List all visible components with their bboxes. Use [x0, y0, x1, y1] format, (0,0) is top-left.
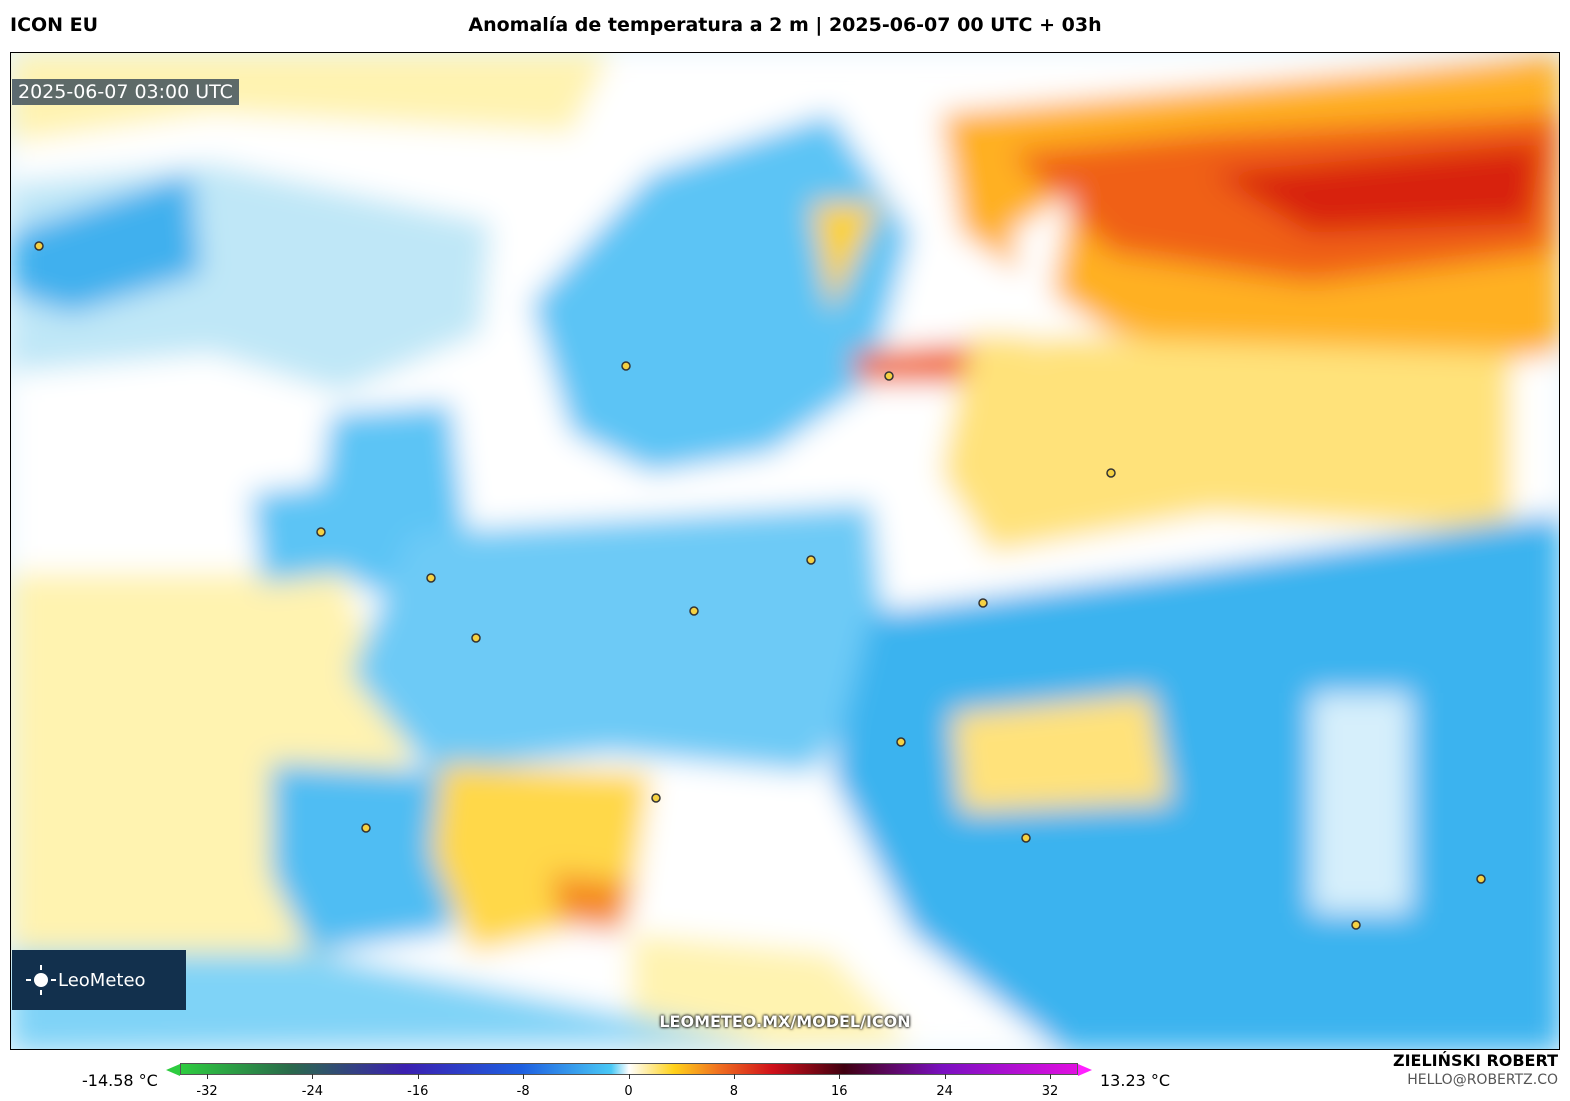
map-title: Anomalía de temperatura a 2 m | 2025-06-… [468, 14, 1102, 36]
email: HELLO@ROBERTZ.CO [1407, 1072, 1558, 1088]
model-name: ICON EU [10, 14, 99, 36]
city-markers [34, 241, 1486, 930]
tick-mark [944, 1074, 946, 1079]
tick-label: 24 [936, 1084, 953, 1099]
tick-label: -24 [301, 1084, 323, 1099]
tick-mark [839, 1074, 841, 1079]
map-canvas [11, 53, 1559, 1049]
tick-label: 0 [624, 1084, 633, 1099]
tick-mark [733, 1074, 735, 1079]
author: ZIELIŃSKI ROBERT [1392, 1051, 1558, 1070]
tick-mark [523, 1074, 525, 1079]
tick-label: 16 [830, 1084, 848, 1099]
tick-mark [417, 1074, 419, 1079]
tick-label: -32 [196, 1084, 218, 1099]
logo: LeoMeteo [12, 950, 186, 1010]
tick-mark [1050, 1074, 1051, 1079]
tick-label: 8 [729, 1084, 739, 1099]
tick-mark [628, 1074, 630, 1079]
map [10, 52, 1560, 1050]
tick-label: -8 [516, 1084, 530, 1099]
tick-mark [312, 1074, 314, 1079]
watermark: LEOMETEO.MX/MODEL/ICON [659, 1012, 911, 1031]
tick-mark [207, 1074, 208, 1079]
colorbar-tip [1078, 1064, 1092, 1076]
max-value: 13.23 °C [1100, 1071, 1171, 1090]
logo-text: LeoMeteo [58, 969, 146, 991]
min-value: -14.58 °C [82, 1071, 158, 1090]
logo-sun [26, 965, 56, 995]
tick-label: 32 [1041, 1084, 1059, 1099]
tick-label: -16 [407, 1084, 429, 1099]
timestamp: 2025-06-07 03:00 UTC [12, 79, 239, 105]
colorbar-tip [166, 1064, 180, 1076]
